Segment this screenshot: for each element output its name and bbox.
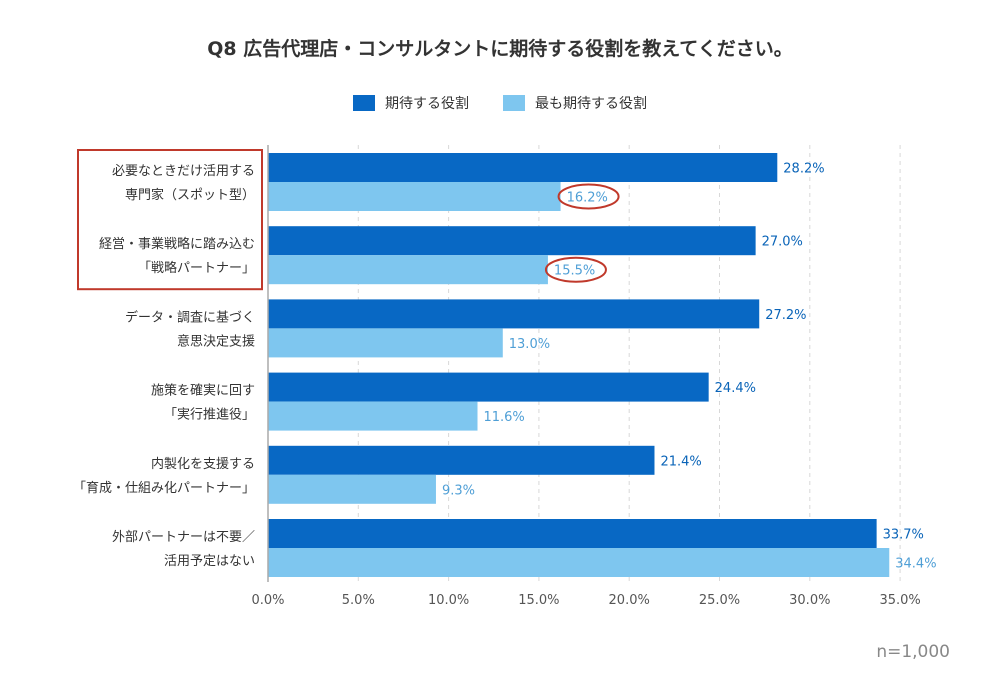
bar	[268, 519, 877, 548]
data-label: 34.4%	[895, 557, 936, 572]
data-label: 33.7%	[883, 528, 924, 543]
bar	[268, 328, 503, 358]
x-tick-label: 0.0%	[251, 593, 284, 608]
category-label: 意思決定支援	[177, 333, 255, 349]
legend-swatch-most-expected	[503, 95, 525, 111]
data-label: 11.6%	[483, 410, 524, 425]
x-tick-label: 35.0%	[879, 593, 920, 608]
category-label: 「戦略パートナー」	[138, 260, 255, 276]
bar	[268, 548, 890, 577]
legend-item-expected: 期待する役割	[353, 93, 469, 113]
category-label: 外部パートナーは不要／	[112, 530, 255, 545]
category-label: 経営・事業戦略に踏み込む	[99, 236, 255, 252]
highlight-circle	[544, 256, 607, 283]
category-label: 活用予定はない	[164, 554, 255, 569]
legend-item-most-expected: 最も期待する役割	[503, 93, 647, 113]
x-tick-label: 5.0%	[342, 593, 375, 608]
bar	[268, 226, 756, 256]
legend-swatch-expected	[353, 95, 375, 111]
data-label: 9.3%	[442, 483, 475, 498]
category-label: 施策を確実に回す	[151, 383, 255, 399]
data-label: 16.2%	[567, 191, 608, 206]
bar	[268, 401, 478, 431]
x-tick-label: 25.0%	[699, 593, 740, 608]
highlight-circle	[557, 183, 620, 210]
legend-label-expected: 期待する役割	[385, 96, 469, 112]
category-label: 「育成・仕組み化パートナー」	[73, 480, 255, 496]
x-tick-label: 20.0%	[609, 593, 650, 608]
bar	[268, 474, 436, 504]
data-label: 15.5%	[554, 264, 595, 279]
x-tick-label: 30.0%	[789, 593, 830, 608]
legend: 期待する役割 最も期待する役割	[0, 93, 1000, 113]
x-tick-label: 10.0%	[428, 593, 469, 608]
data-label: 27.2%	[765, 308, 806, 323]
bar	[268, 182, 561, 211]
bar	[268, 445, 655, 475]
data-label: 13.0%	[509, 337, 550, 352]
category-label: 必要なときだけ活用する	[112, 164, 255, 179]
bar	[268, 299, 760, 329]
data-label: 24.4%	[715, 381, 756, 396]
bar	[268, 153, 778, 182]
highlight-box	[77, 149, 263, 291]
bar	[268, 255, 548, 285]
category-label: 「実行推進役」	[164, 407, 255, 423]
category-label: 専門家（スポット型）	[125, 187, 255, 203]
data-label: 27.0%	[762, 235, 803, 250]
sample-size: n=1,000	[876, 642, 950, 662]
bar	[268, 372, 709, 402]
data-label: 28.2%	[783, 162, 824, 177]
legend-label-most-expected: 最も期待する役割	[535, 96, 647, 112]
data-label: 21.4%	[660, 454, 701, 469]
chart-title: Q8 広告代理店・コンサルタントに期待する役割を教えてください。	[207, 38, 793, 60]
x-tick-label: 15.0%	[518, 593, 559, 608]
category-label: データ・調査に基づく	[125, 309, 255, 325]
category-label: 内製化を支援する	[151, 456, 255, 472]
